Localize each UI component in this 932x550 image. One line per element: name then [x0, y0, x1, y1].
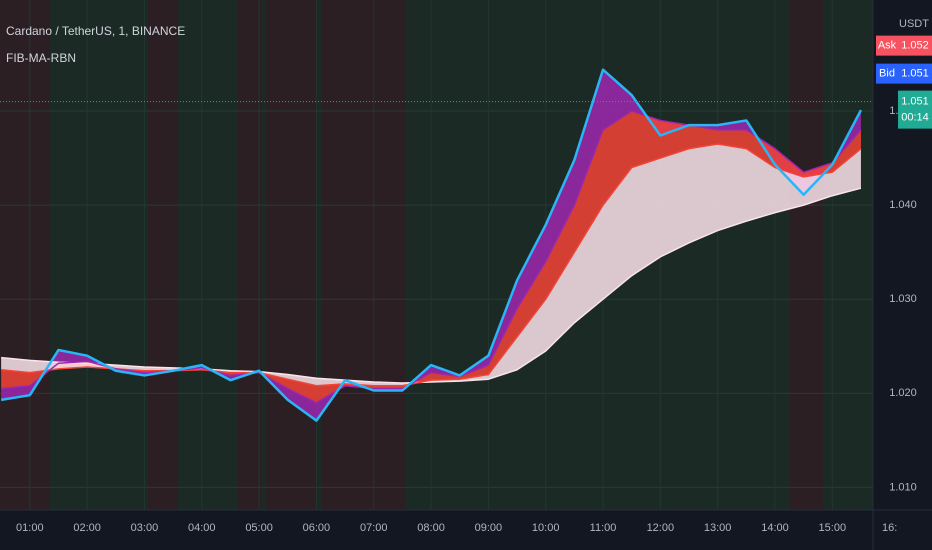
- session-band: [266, 0, 318, 510]
- x-tick-label: 15:00: [819, 522, 847, 534]
- countdown: 00:14: [901, 112, 929, 124]
- x-tick-label: 12:00: [647, 522, 675, 534]
- session-band: [0, 0, 50, 510]
- quote-tag: [898, 63, 932, 84]
- session-band: [238, 0, 262, 510]
- x-tick-label: 05:00: [245, 522, 273, 534]
- price-line: [0, 68, 863, 422]
- quote-label-box: [876, 35, 898, 56]
- moving-average-line: [1, 143, 862, 387]
- indicator-name: FIB-MA-RBN: [6, 51, 76, 65]
- x-tick-label: 03:00: [131, 522, 159, 534]
- quote-value: 1.052: [901, 40, 929, 52]
- session-band: [790, 0, 823, 510]
- moving-average-line: [1, 187, 862, 384]
- ribbon-band: [1, 143, 861, 386]
- quote-label-box: [876, 63, 898, 84]
- quote-tag: [898, 35, 932, 56]
- x-tick-label: 06:00: [303, 522, 331, 534]
- y-tick-label: 1.020: [889, 387, 917, 399]
- x-tick-label: 16:: [882, 522, 897, 534]
- x-tick-label: 01:00: [16, 522, 44, 534]
- x-tick-label: 08:00: [417, 522, 445, 534]
- price-unit: USDT: [899, 18, 929, 30]
- session-shading: [0, 0, 823, 510]
- plot: [0, 0, 873, 510]
- last-price-tag: [898, 90, 932, 129]
- x-tick-label: 07:00: [360, 522, 388, 534]
- x-tick-label: 10:00: [532, 522, 560, 534]
- session-band: [148, 0, 178, 510]
- plot-background: [0, 0, 873, 510]
- session-band: [322, 0, 405, 510]
- y-tick-label: 1.040: [889, 199, 917, 211]
- x-tick-label: 11:00: [590, 522, 617, 534]
- quote-value: 1.051: [901, 68, 929, 80]
- x-tick-label: 14:00: [761, 522, 789, 534]
- last-price-value: 1.051: [901, 96, 929, 108]
- x-tick-label: 02:00: [73, 522, 101, 534]
- y-tick-label: 1.010: [889, 481, 917, 493]
- y-tick-label: 1.030: [889, 293, 917, 305]
- moving-average-line: [1, 110, 862, 404]
- x-tick-label: 13:00: [704, 522, 732, 534]
- quote-label: Ask: [878, 40, 897, 52]
- x-tick-label: 04:00: [188, 522, 216, 534]
- quote-label: Bid: [879, 68, 895, 80]
- x-tick-label: 09:00: [475, 522, 503, 534]
- chart-title: Cardano / TetherUS, 1, BINANCE: [6, 24, 185, 38]
